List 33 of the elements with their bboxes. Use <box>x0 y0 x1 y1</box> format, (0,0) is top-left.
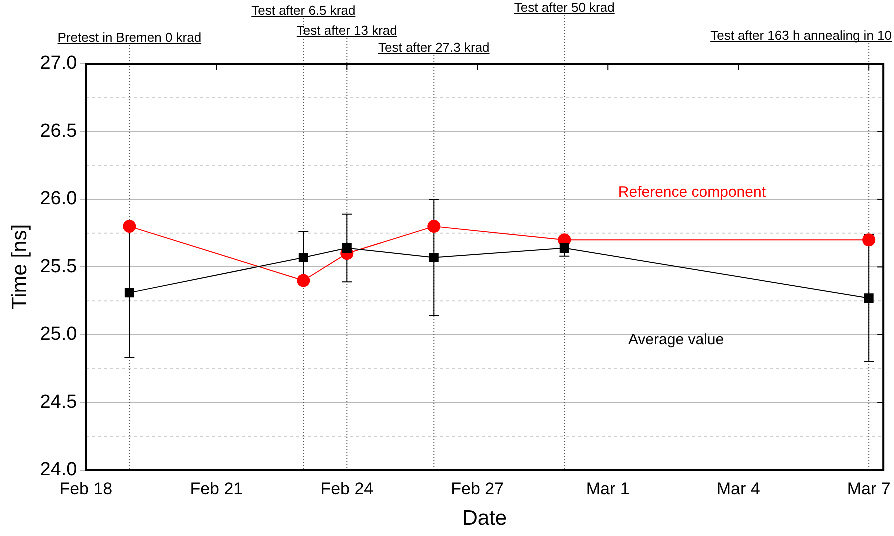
x-tick-label: Feb 24 <box>320 479 374 498</box>
ref-line-label: Test after 13 krad <box>296 23 398 38</box>
x-tick-label: Feb 21 <box>190 479 244 498</box>
x-tick-label: Mar 7 <box>847 479 891 498</box>
point <box>342 243 352 253</box>
ref-line-label: Test after 163 h annealing in 10 <box>710 28 892 43</box>
text: Reference component <box>618 184 767 201</box>
ref-line-label: Test after 50 krad <box>514 0 615 15</box>
point <box>429 252 439 262</box>
y-tick-label: 24.5 <box>40 392 78 413</box>
point <box>428 220 441 234</box>
ref-line-label: Test after 6.5 krad <box>252 3 356 18</box>
x-axis-title: Date <box>462 507 508 530</box>
x-tick-label: Mar 4 <box>716 479 760 498</box>
ref-line-label: Pretest in Bremen 0 krad <box>58 30 202 45</box>
y-tick-label: 26.0 <box>40 188 78 210</box>
y-tick-label: 25.0 <box>40 324 78 346</box>
x-tick-label: Mar 1 <box>586 479 630 498</box>
point <box>297 274 310 288</box>
y-axis-title: Time [ns] <box>8 224 32 310</box>
y-tick-label: 24.0 <box>40 460 78 481</box>
point <box>862 234 876 247</box>
x-tick-label: Feb 18 <box>60 479 113 498</box>
point <box>298 252 308 262</box>
ref-line-label: Test after 27.3 krad <box>378 40 490 55</box>
y-tick-label: 26.5 <box>40 120 78 142</box>
y-tick-label: 25.5 <box>40 256 78 278</box>
x-tick-label: Feb 27 <box>451 479 504 498</box>
point <box>123 220 136 234</box>
y-tick-label: 27.0 <box>40 53 78 74</box>
text: Average value <box>628 331 724 348</box>
point <box>864 294 874 304</box>
point <box>124 288 134 298</box>
